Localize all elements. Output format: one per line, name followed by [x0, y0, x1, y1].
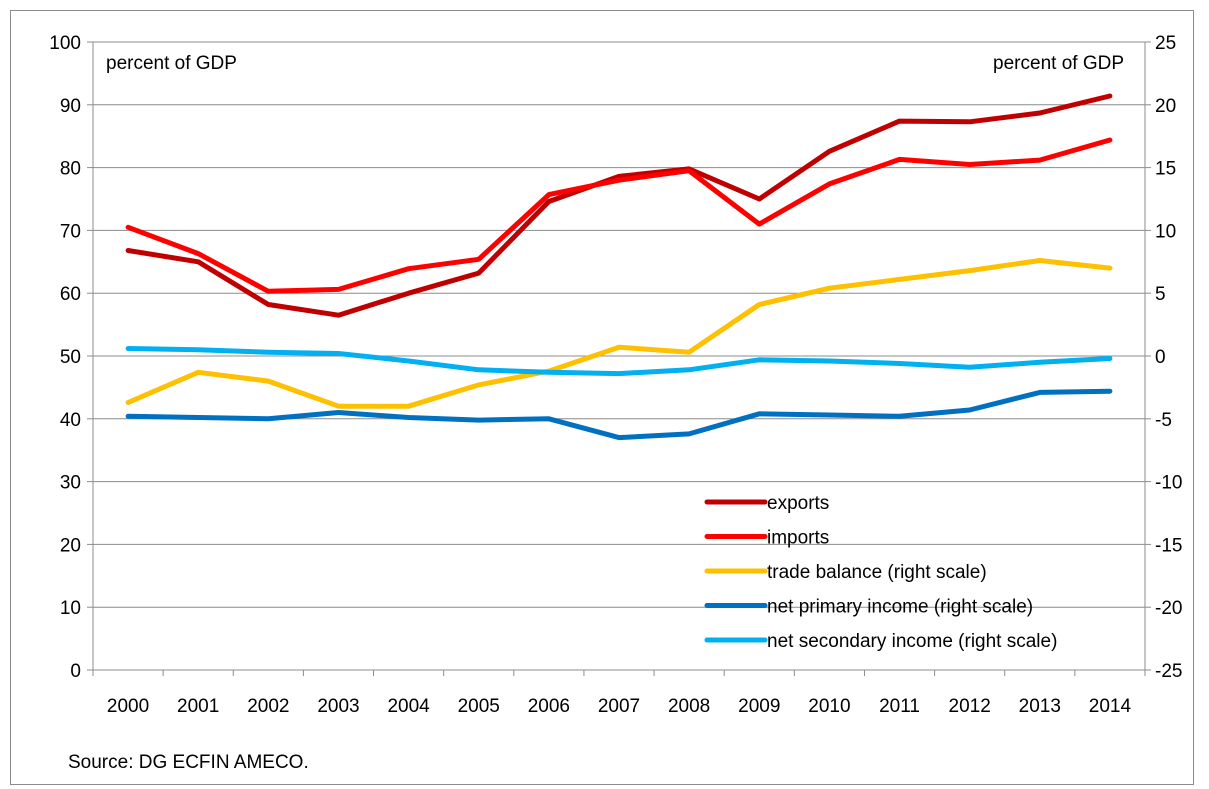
x-tick-label: 2007 — [598, 696, 640, 717]
right-tick-label: 0 — [1155, 347, 1166, 368]
right-tick-label: -25 — [1155, 661, 1182, 682]
series-lines — [125, 93, 1113, 441]
series-line-exports — [125, 93, 1113, 318]
series-line-imports — [125, 137, 1113, 294]
legend-label: exports — [767, 493, 829, 514]
right-tick-label: 10 — [1155, 221, 1176, 242]
left-tick-label: 0 — [70, 661, 81, 682]
right-tick-label: 25 — [1155, 33, 1176, 54]
axes: 0 10 20 30 40 50 60 70 80 90 100 -25 -20 -15 -10 -5 0 5 10… — [49, 33, 1182, 717]
x-tick-label: 2005 — [458, 696, 500, 717]
left-tick-label: 30 — [60, 473, 81, 494]
right-axis-unit-label: percent of GDP — [993, 53, 1124, 74]
x-tick-label: 2012 — [949, 696, 991, 717]
source-note: Source: DG ECFIN AMECO. — [68, 752, 309, 773]
right-tick-label: 5 — [1155, 284, 1166, 305]
right-tick-label: 20 — [1155, 96, 1176, 117]
right-tick-label: -5 — [1155, 410, 1172, 431]
legend-label: trade balance (right scale) — [767, 562, 987, 583]
series-line-net-secondary — [125, 346, 1113, 377]
left-tick-label: 90 — [60, 96, 81, 117]
x-tick-label: 2010 — [808, 696, 850, 717]
legend-label: imports — [767, 528, 829, 549]
x-tick-label: 2002 — [247, 696, 289, 717]
right-tick-label: -15 — [1155, 535, 1182, 556]
x-tick-label: 2001 — [177, 696, 219, 717]
legend-label: net primary income (right scale) — [767, 597, 1033, 618]
x-tick-label: 2009 — [738, 696, 780, 717]
left-tick-label: 10 — [60, 598, 81, 619]
right-tick-label: 15 — [1155, 159, 1176, 180]
x-tick-label: 2013 — [1019, 696, 1061, 717]
x-tick-label: 2006 — [528, 696, 570, 717]
left-tick-label: 80 — [60, 159, 81, 180]
series-line-trade — [125, 258, 1113, 409]
x-tick-label: 2004 — [387, 696, 430, 717]
chart-frame — [10, 10, 1194, 785]
gridlines — [93, 41, 1145, 608]
x-tick-label: 2011 — [879, 696, 920, 717]
left-tick-label: 20 — [60, 535, 81, 556]
left-tick-label: 100 — [49, 33, 81, 54]
x-tick-label: 2000 — [107, 696, 149, 717]
legend-label: net secondary income (right scale) — [767, 631, 1057, 652]
series-line-net-primary — [125, 388, 1113, 441]
left-tick-label: 50 — [60, 347, 81, 368]
left-tick-label: 70 — [60, 221, 81, 242]
right-tick-label: -20 — [1155, 598, 1182, 619]
left-tick-label: 40 — [60, 410, 81, 431]
x-tick-label: 2003 — [317, 696, 359, 717]
left-tick-label: 60 — [60, 284, 81, 305]
legend: exports imports trade balance (right scale… — [704, 493, 1057, 652]
x-tick-label: 2014 — [1089, 696, 1132, 717]
right-tick-label: -10 — [1155, 473, 1182, 494]
x-tick-label: 2008 — [668, 696, 710, 717]
left-axis-unit-label: percent of GDP — [106, 53, 237, 74]
